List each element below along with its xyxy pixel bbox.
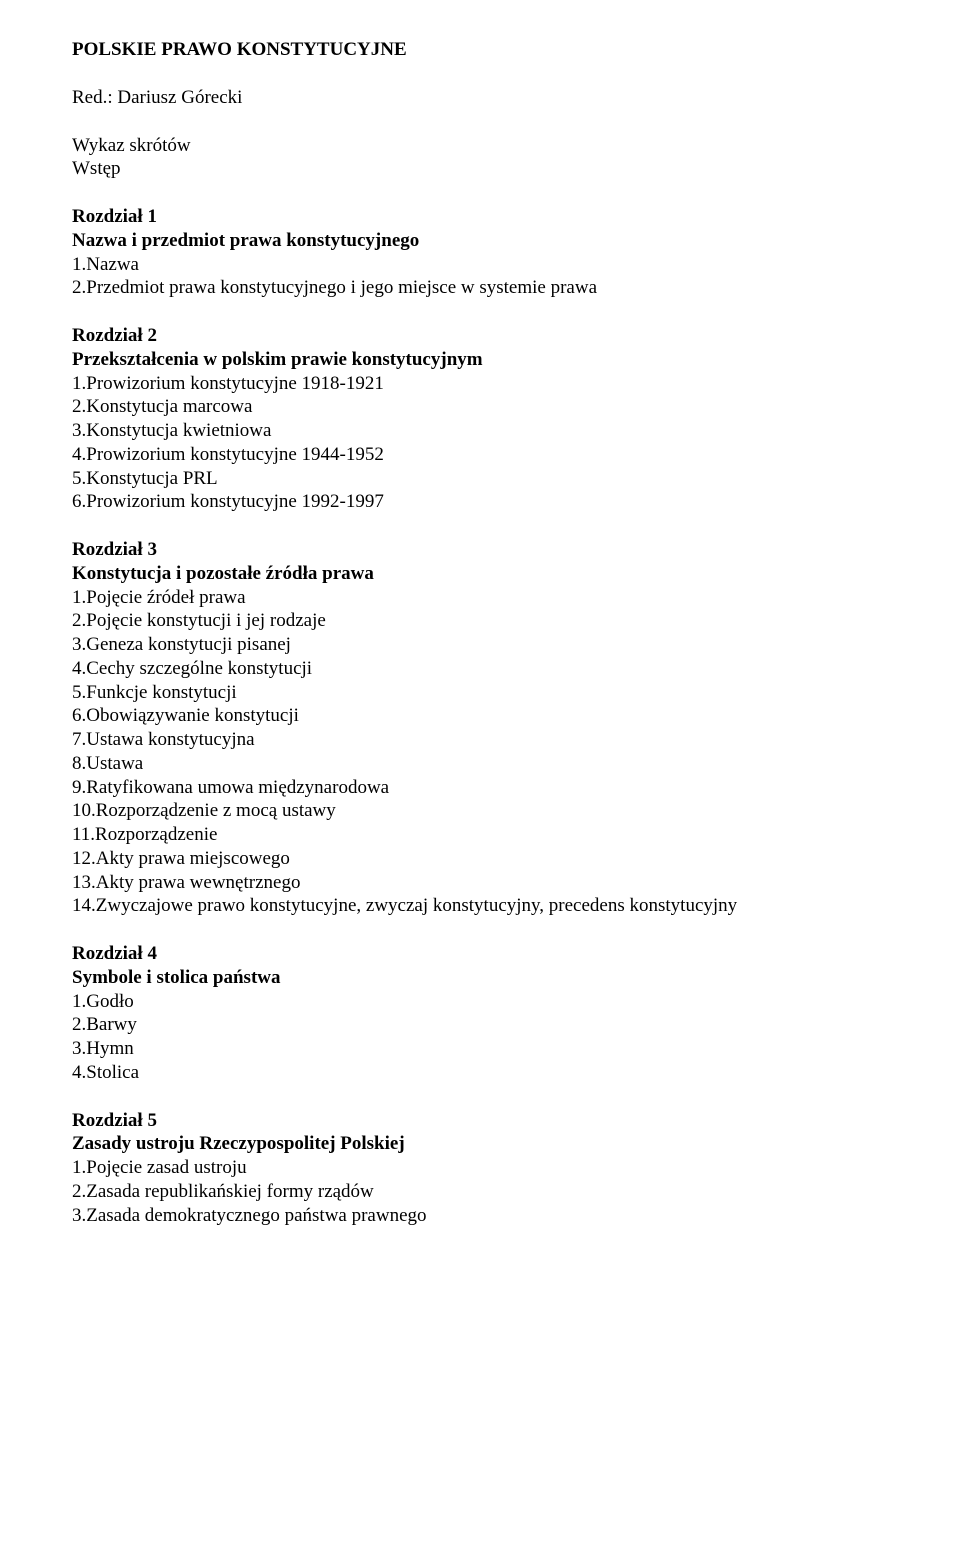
- toc-item: 5.Funkcje konstytucji: [72, 681, 888, 705]
- toc-item: 1.Godło: [72, 990, 888, 1014]
- toc-item: 6.Prowizorium konstytucyjne 1992-1997: [72, 490, 888, 514]
- chapter-heading: Rozdział 2: [72, 324, 888, 348]
- toc-item: 4.Cechy szczególne konstytucji: [72, 657, 888, 681]
- toc-item: 13.Akty prawa wewnętrznego: [72, 871, 888, 895]
- toc-item: 1.Pojęcie źródeł prawa: [72, 586, 888, 610]
- toc-item: 10.Rozporządzenie z mocą ustawy: [72, 799, 888, 823]
- toc-item: 1.Prowizorium konstytucyjne 1918-1921: [72, 372, 888, 396]
- toc-item: 2.Przedmiot prawa konstytucyjnego i jego…: [72, 276, 888, 300]
- toc-item: 4.Stolica: [72, 1061, 888, 1085]
- toc-item: 11.Rozporządzenie: [72, 823, 888, 847]
- toc-item: 7.Ustawa konstytucyjna: [72, 728, 888, 752]
- chapter-heading: Rozdział 3: [72, 538, 888, 562]
- chapter-heading: Rozdział 5: [72, 1109, 888, 1133]
- toc-item: 3.Zasada demokratycznego państwa prawneg…: [72, 1204, 888, 1228]
- toc-item: 9.Ratyfikowana umowa międzynarodowa: [72, 776, 888, 800]
- toc-item: 6.Obowiązywanie konstytucji: [72, 704, 888, 728]
- chapter-subject: Symbole i stolica państwa: [72, 966, 888, 990]
- toc-item: 2.Zasada republikańskiej formy rządów: [72, 1180, 888, 1204]
- toc-item: 1.Pojęcie zasad ustroju: [72, 1156, 888, 1180]
- editor-line: Red.: Dariusz Górecki: [72, 86, 888, 110]
- toc-item: 3.Konstytucja kwietniowa: [72, 419, 888, 443]
- chapter-subject: Przekształcenia w polskim prawie konstyt…: [72, 348, 888, 372]
- toc-item: 3.Hymn: [72, 1037, 888, 1061]
- toc-item: 5.Konstytucja PRL: [72, 467, 888, 491]
- toc-item: 12.Akty prawa miejscowego: [72, 847, 888, 871]
- toc-item: 2.Barwy: [72, 1013, 888, 1037]
- chapter-heading: Rozdział 4: [72, 942, 888, 966]
- toc-item: 2.Pojęcie konstytucji i jej rodzaje: [72, 609, 888, 633]
- toc-item: 3.Geneza konstytucji pisanej: [72, 633, 888, 657]
- toc-item: 2.Konstytucja marcowa: [72, 395, 888, 419]
- intro-label: Wstęp: [72, 157, 888, 181]
- toc-item: 1.Nazwa: [72, 253, 888, 277]
- doc-title: POLSKIE PRAWO KONSTYTUCYJNE: [72, 38, 888, 62]
- toc-item: 14.Zwyczajowe prawo konstytucyjne, zwycz…: [72, 894, 888, 918]
- chapter-subject: Zasady ustroju Rzeczypospolitej Polskiej: [72, 1132, 888, 1156]
- chapter-subject: Nazwa i przedmiot prawa konstytucyjnego: [72, 229, 888, 253]
- chapter-heading: Rozdział 1: [72, 205, 888, 229]
- abbreviations-label: Wykaz skrótów: [72, 134, 888, 158]
- chapter-subject: Konstytucja i pozostałe źródła prawa: [72, 562, 888, 586]
- toc-item: 4.Prowizorium konstytucyjne 1944-1952: [72, 443, 888, 467]
- toc-item: 8.Ustawa: [72, 752, 888, 776]
